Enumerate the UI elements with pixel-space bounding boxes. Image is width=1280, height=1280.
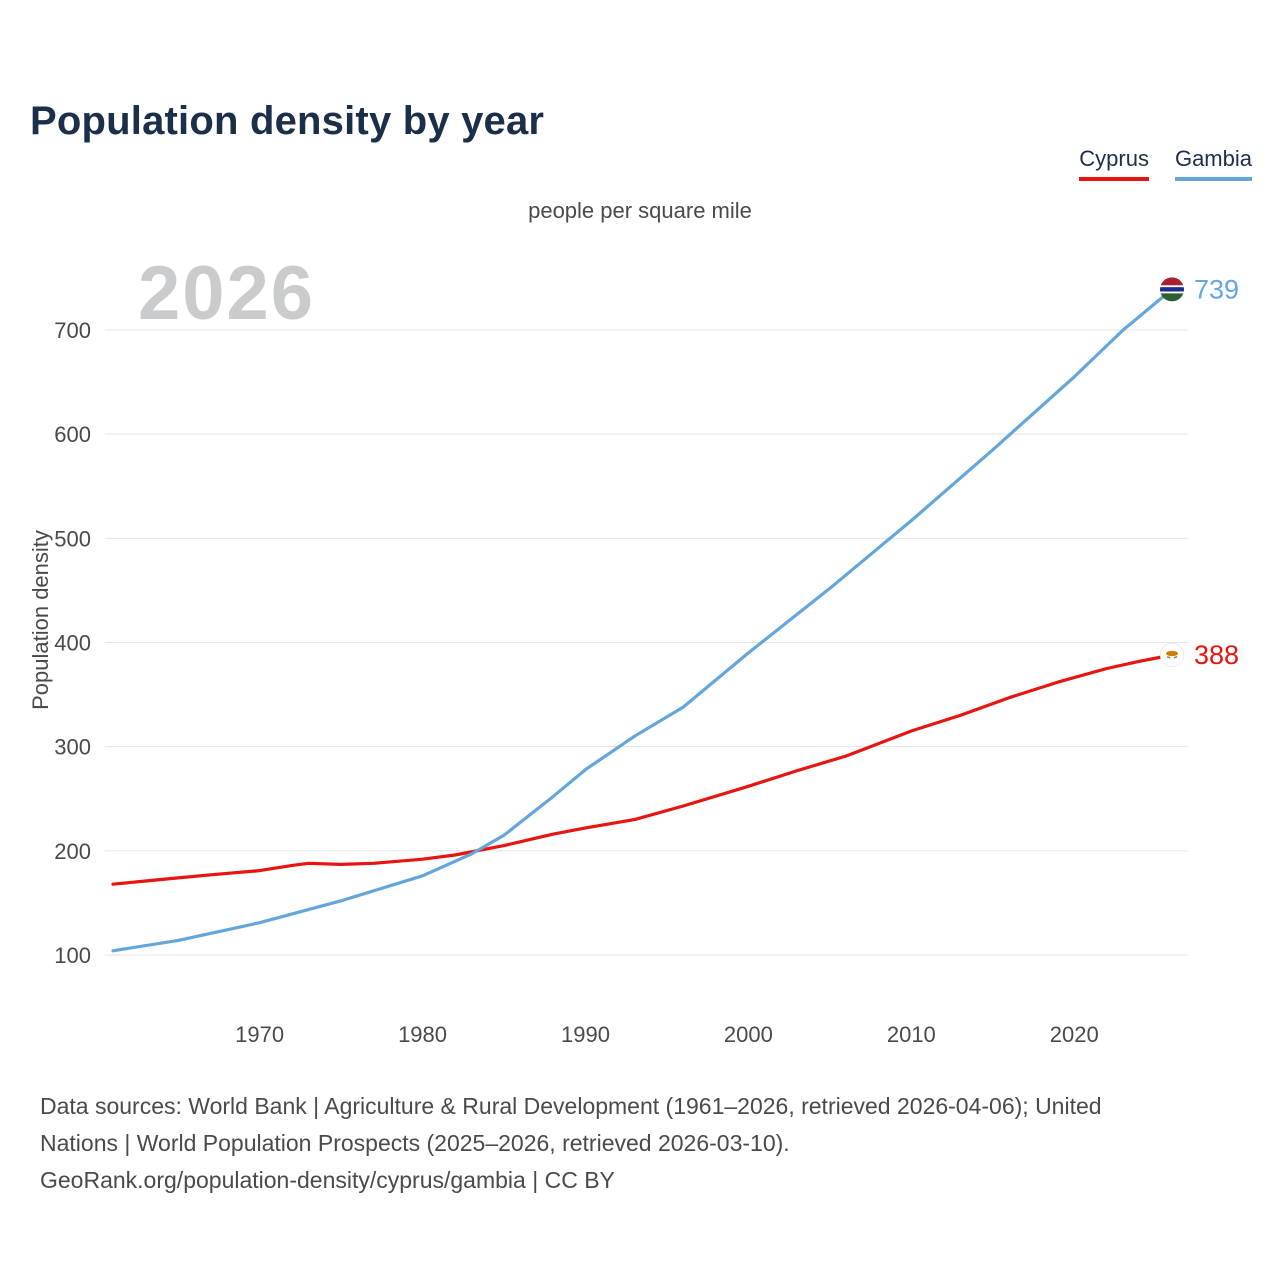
chart-subtitle: people per square mile	[528, 198, 752, 223]
y-axis-label: Population density	[28, 530, 53, 710]
x-tick-label: 2000	[724, 1022, 773, 1047]
y-tick-label: 300	[54, 735, 91, 760]
series-line-gambia	[111, 287, 1174, 953]
series-line-cyprus	[111, 653, 1174, 886]
legend-item-gambia[interactable]: Gambia	[1174, 146, 1252, 181]
legend: Cyprus Gambia	[1079, 146, 1252, 181]
x-tick-label: 2020	[1050, 1022, 1099, 1047]
footer-line-1: Data sources: World Bank | Agriculture &…	[40, 1093, 1102, 1119]
year-watermark: 2026	[138, 251, 316, 336]
cyprus-flag-icon	[1160, 643, 1184, 667]
y-tick-label: 100	[54, 943, 91, 968]
chart-area: 100 200 300 400 500 600 700 1970 1980 1990 2000 201…	[28, 274, 1239, 1047]
y-tick-label: 600	[54, 422, 91, 447]
data-sources-footer: Data sources: World Bank | Agriculture &…	[40, 1088, 1250, 1198]
x-tick-label: 2010	[887, 1022, 936, 1047]
footer-line-2: Nations | World Population Prospects (20…	[40, 1129, 790, 1156]
y-tick-label: 500	[54, 526, 91, 551]
x-tick-label: 1970	[235, 1022, 284, 1047]
y-tick-label: 200	[54, 839, 91, 864]
y-tick-label: 400	[54, 631, 91, 656]
footer-line-3: GeoRank.org/population-density/cyprus/ga…	[40, 1166, 615, 1193]
gambia-flag-icon	[1160, 277, 1184, 302]
page-title: Population density by year	[30, 98, 545, 143]
end-value-label-cyprus: 388	[1194, 640, 1239, 670]
x-tick-label: 1990	[561, 1022, 610, 1047]
end-value-label-gambia: 739	[1194, 274, 1239, 304]
population-density-chart: 100 200 300 400 500 600 700 1970 1980 1990 2000 201…	[28, 274, 1239, 1047]
y-tick-label: 700	[54, 318, 91, 343]
x-tick-label: 1980	[398, 1022, 447, 1047]
legend-item-cyprus[interactable]: Cyprus	[1079, 146, 1149, 181]
